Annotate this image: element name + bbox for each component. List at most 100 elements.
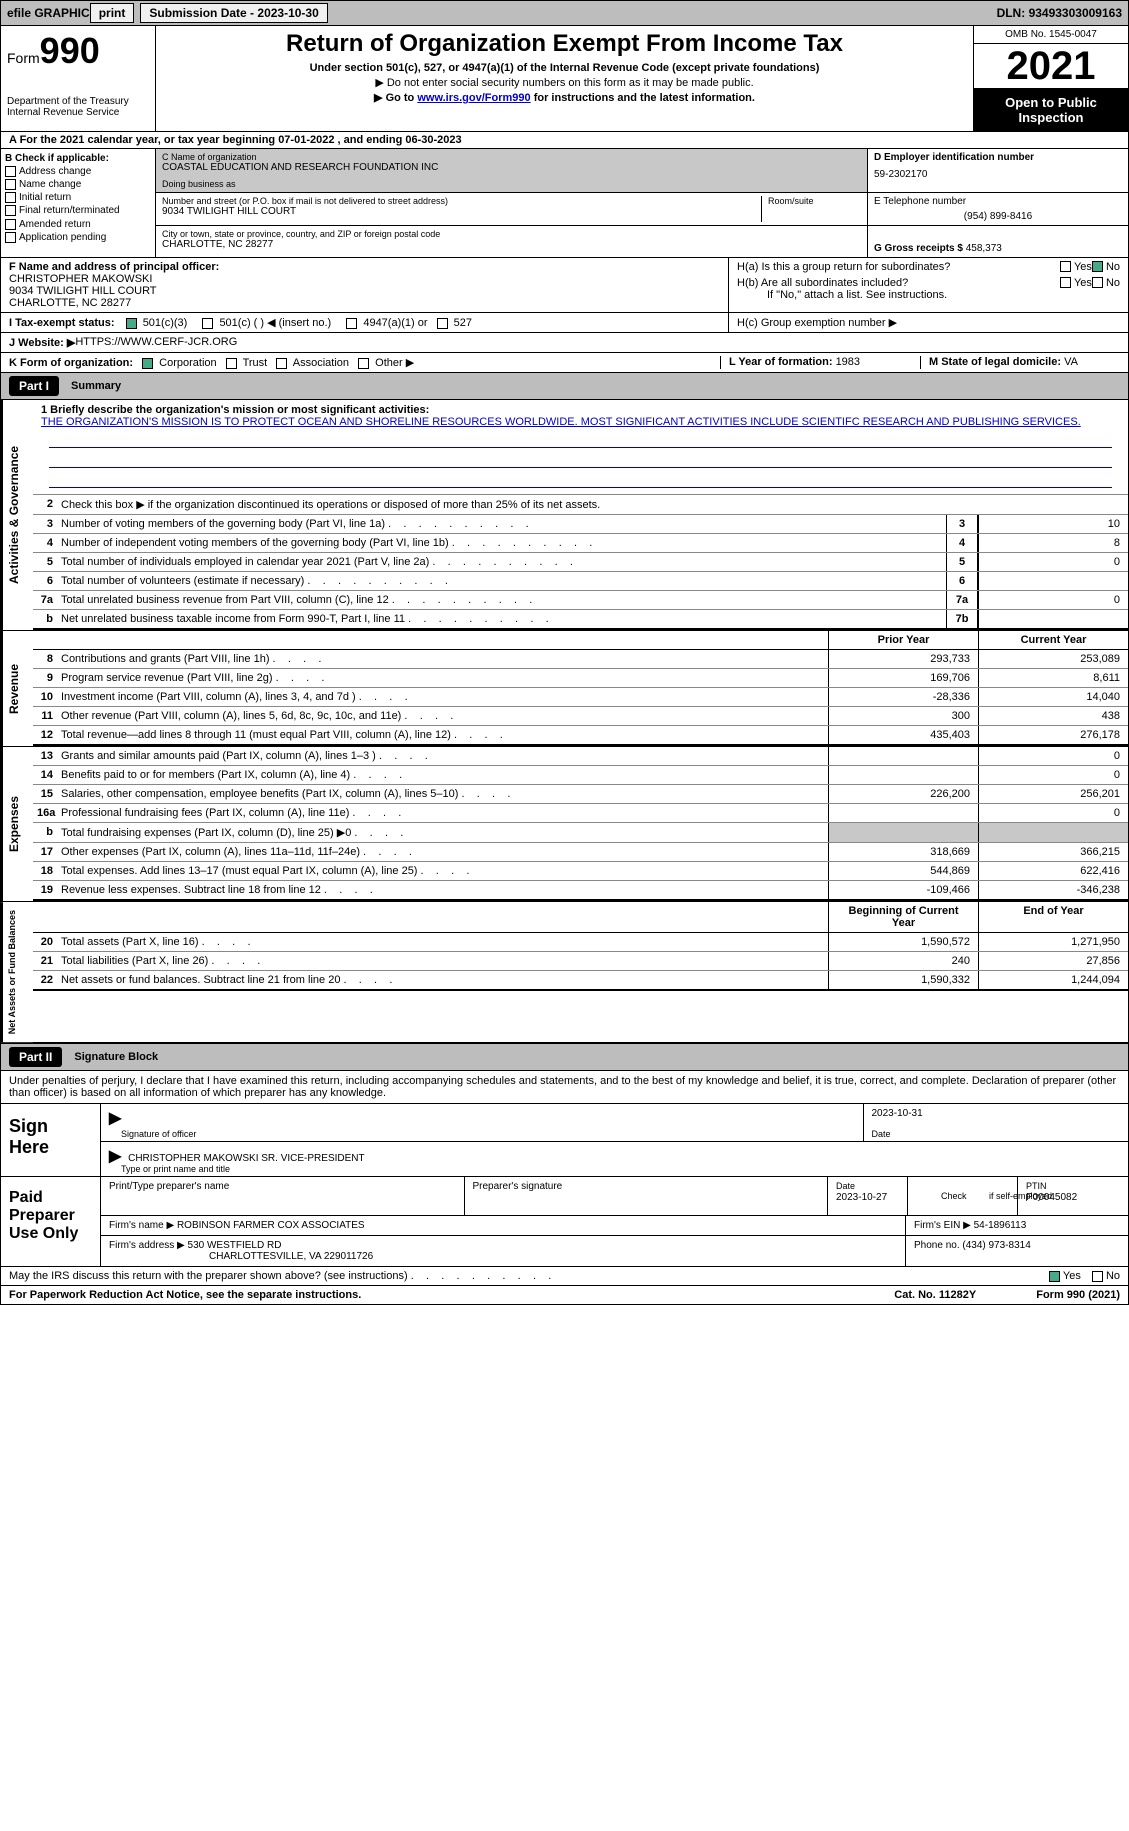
irs-link[interactable]: www.irs.gov/Form990 [417,92,530,104]
firm-addr: Firm's address ▶ 530 WESTFIELD RD CHARLO… [101,1236,906,1266]
form-number: Form990 [7,30,149,72]
klm-row: K Form of organization: Corporation Trus… [1,353,1128,372]
line-10: 10Investment income (Part VIII, column (… [33,688,1128,707]
line-13: 13Grants and similar amounts paid (Part … [33,747,1128,766]
pra-notice: For Paperwork Reduction Act Notice, see … [9,1289,361,1301]
header-left: Form990 Department of the Treasury Inter… [1,26,156,131]
city-cell: City or town, state or province, country… [156,226,868,257]
sig-intro: Under penalties of perjury, I declare th… [1,1071,1128,1103]
sign-here-row: Sign Here ▶ Signature of officer 2023-10… [1,1103,1128,1176]
dept-label: Department of the Treasury Internal Reve… [7,96,149,118]
col-b: B Check if applicable: Address change Na… [1,149,156,257]
line-20: 20Total assets (Part X, line 16)1,590,57… [33,933,1128,952]
line-9: 9Program service revenue (Part VIII, lin… [33,669,1128,688]
part1-header: Part I Summary [0,372,1129,400]
paid-preparer-row: Paid Preparer Use Only Print/Type prepar… [1,1176,1128,1266]
prep-name: Print/Type preparer's name [101,1177,465,1215]
part2-header: Part II Signature Block [0,1043,1129,1071]
line-16a: 16aProfessional fundraising fees (Part I… [33,804,1128,823]
rev-col-header: Prior Year Current Year [33,631,1128,650]
line-5: 5Total number of individuals employed in… [33,553,1128,572]
prep-date: Date2023-10-27 [828,1177,908,1215]
phone-cell: E Telephone number (954) 899-8416 [868,193,1128,225]
firm-phone: Phone no. (434) 973-8314 [906,1236,1128,1266]
firm-name: Firm's name ▶ ROBINSON FARMER COX ASSOCI… [101,1216,906,1235]
line-1: 1 Briefly describe the organization's mi… [33,400,1128,495]
group-return-cell: H(a) Is this a group return for subordin… [728,258,1128,312]
line-b: bNet unrelated business taxable income f… [33,610,1128,630]
activities-governance: Activities & Governance 1 Briefly descri… [0,400,1129,631]
subtitle-1: Under section 501(c), 527, or 4947(a)(1)… [160,62,969,74]
ein-cell: D Employer identification number 59-2302… [868,149,1128,192]
open-inspection: Open to Public Inspection [974,89,1128,131]
revenue-block: Revenue Prior Year Current Year 8Contrib… [0,631,1129,747]
header-mid: Return of Organization Exempt From Incom… [156,26,973,131]
tab-revenue: Revenue [1,631,33,746]
line-12: 12Total revenue—add lines 8 through 11 (… [33,726,1128,746]
tab-ag: Activities & Governance [1,400,33,630]
line-3: 3Number of voting members of the governi… [33,515,1128,534]
line-b: bTotal fundraising expenses (Part IX, co… [33,823,1128,843]
addr-cell: Number and street (or P.O. box if mail i… [156,193,868,225]
form-header: Form990 Department of the Treasury Inter… [0,26,1129,131]
officer-name: ▶ CHRISTOPHER MAKOWSKI SR. VICE-PRESIDEN… [101,1142,1128,1176]
tab-nab: Net Assets or Fund Balances [1,902,33,1042]
top-bar: efile GRAPHIC print Submission Date - 20… [0,0,1129,26]
line-4: 4Number of independent voting members of… [33,534,1128,553]
signature-block: Under penalties of perjury, I declare th… [0,1071,1129,1286]
page-footer: For Paperwork Reduction Act Notice, see … [0,1286,1129,1305]
paid-prep-label: Paid Preparer Use Only [1,1177,101,1266]
officer-cell: F Name and address of principal officer:… [1,258,728,312]
row-a: A For the 2021 calendar year, or tax yea… [0,131,1129,148]
sign-here-label: Sign Here [1,1104,101,1176]
efile-label: efile GRAPHIC [7,6,90,20]
firm-ein: Firm's EIN ▶ 54-1896113 [906,1216,1128,1235]
tax-exempt-cell: I Tax-exempt status: 501(c)(3) 501(c) ( … [1,313,728,332]
website-row: J Website: ▶ HTTPS://WWW.CERF-JCR.ORG [1,333,1128,353]
org-name-cell: C Name of organization COASTAL EDUCATION… [156,149,868,192]
form-title: Return of Organization Exempt From Incom… [160,30,969,58]
entity-block: B Check if applicable: Address change Na… [0,148,1129,257]
chk-final[interactable]: Final return/terminated [5,205,151,216]
chk-amended[interactable]: Amended return [5,219,151,230]
net-assets-block: Net Assets or Fund Balances Beginning of… [0,902,1129,1043]
self-emp[interactable]: Check if self-employed [908,1177,1018,1215]
sig-date: 2023-10-31 Date [864,1104,1129,1141]
omb-number: OMB No. 1545-0047 [974,26,1128,44]
tax-year: 2021 [974,44,1128,89]
line-19: 19Revenue less expenses. Subtract line 1… [33,881,1128,901]
prep-sig[interactable]: Preparer's signature [465,1177,829,1215]
header-right: OMB No. 1545-0047 2021 Open to Public In… [973,26,1128,131]
nab-col-header: Beginning of Current Year End of Year [33,902,1128,933]
line-2: 2 Check this box ▶ if the organization d… [33,495,1128,515]
tab-expenses: Expenses [1,747,33,901]
chk-address[interactable]: Address change [5,166,151,177]
subtitle-2: ▶ Do not enter social security numbers o… [160,76,969,89]
block-fhijk: F Name and address of principal officer:… [0,257,1129,372]
col-b-header: B Check if applicable: [5,153,151,164]
col-cdefg: C Name of organization COASTAL EDUCATION… [156,149,1128,257]
line-6: 6Total number of volunteers (estimate if… [33,572,1128,591]
form-ref: Form 990 (2021) [1036,1289,1120,1301]
officer-sig[interactable]: ▶ Signature of officer [101,1104,864,1141]
line-7a: 7aTotal unrelated business revenue from … [33,591,1128,610]
line-8: 8Contributions and grants (Part VIII, li… [33,650,1128,669]
submission-date: Submission Date - 2023-10-30 [140,3,327,23]
gross-cell: G Gross receipts $ 458,373 [868,226,1128,257]
ptin: PTINP00045082 [1018,1177,1128,1215]
dln: DLN: 93493303009163 [997,6,1122,20]
line-18: 18Total expenses. Add lines 13–17 (must … [33,862,1128,881]
line-15: 15Salaries, other compensation, employee… [33,785,1128,804]
cat-no: Cat. No. 11282Y [894,1289,976,1301]
group-exemption-cell: H(c) Group exemption number ▶ [728,313,1128,332]
subtitle-3: ▶ Go to www.irs.gov/Form990 for instruct… [160,91,969,104]
chk-name[interactable]: Name change [5,179,151,190]
chk-initial[interactable]: Initial return [5,192,151,203]
line-21: 21Total liabilities (Part X, line 26)240… [33,952,1128,971]
chk-pending[interactable]: Application pending [5,232,151,243]
print-button[interactable]: print [90,3,135,23]
line-22: 22Net assets or fund balances. Subtract … [33,971,1128,991]
may-irs-row: May the IRS discuss this return with the… [1,1266,1128,1285]
line-11: 11Other revenue (Part VIII, column (A), … [33,707,1128,726]
line-17: 17Other expenses (Part IX, column (A), l… [33,843,1128,862]
